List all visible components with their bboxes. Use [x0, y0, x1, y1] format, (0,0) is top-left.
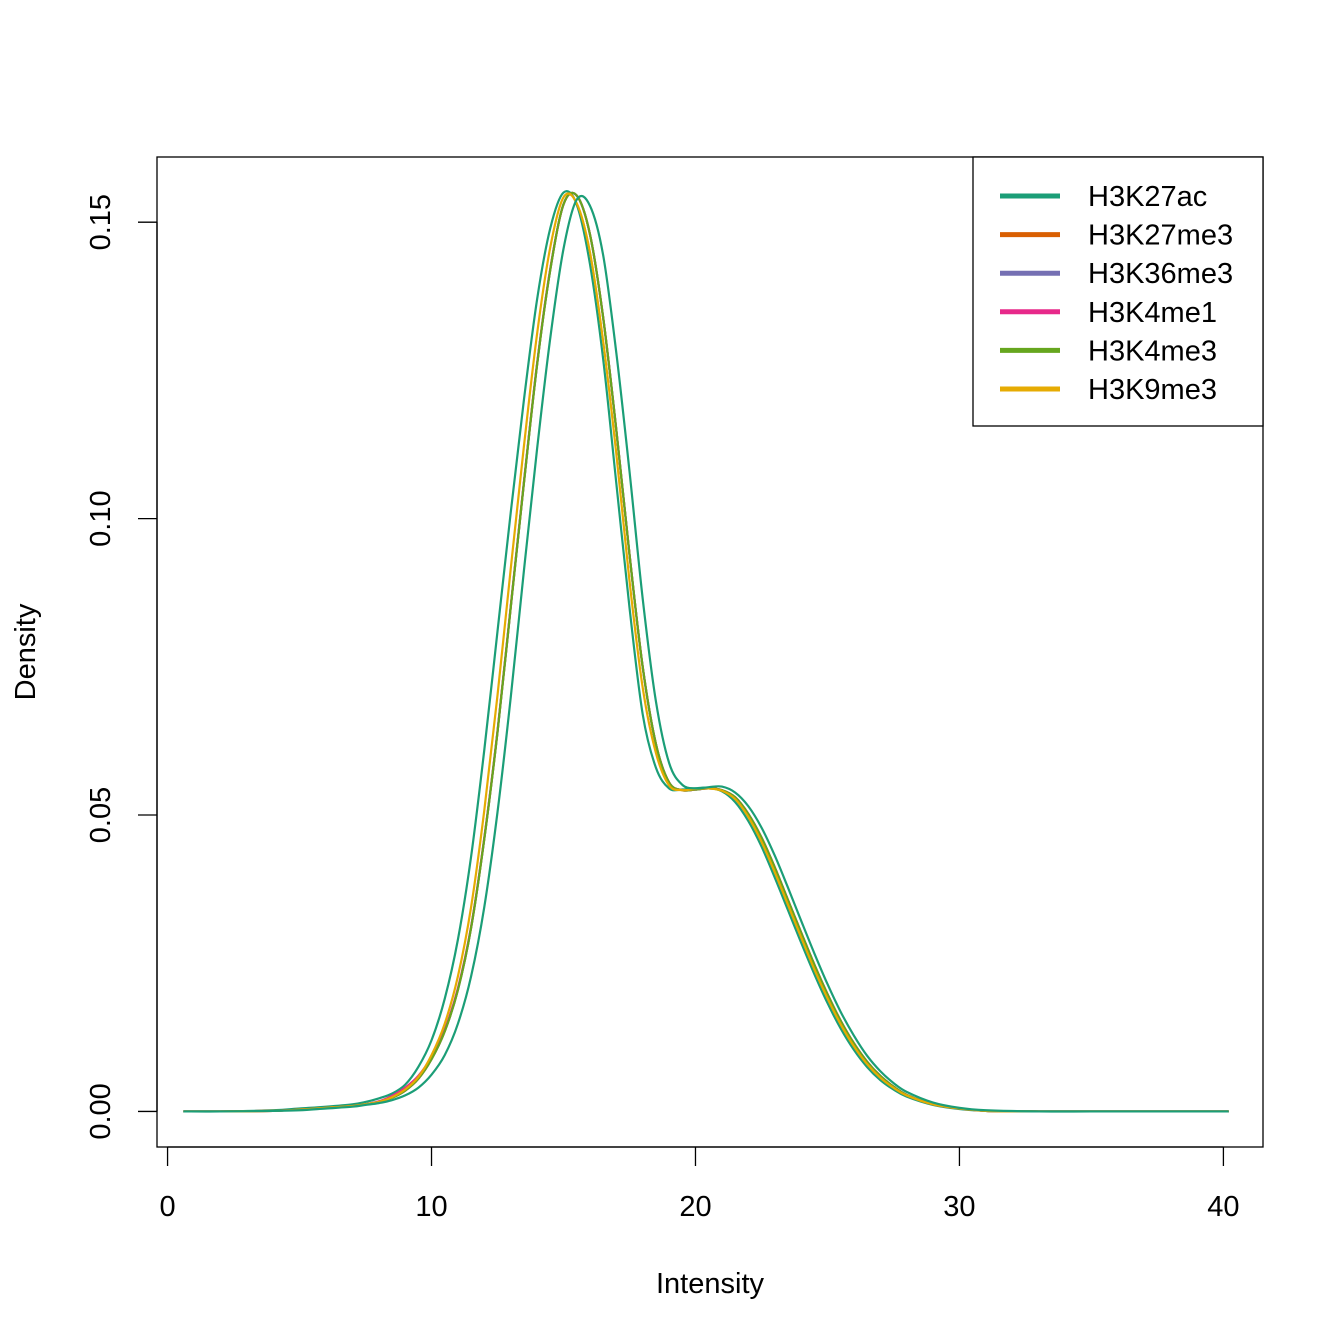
x-axis-label: Intensity	[656, 1268, 764, 1300]
x-tick-label: 0	[159, 1191, 175, 1223]
legend: H3K27ac H3K27me3 H3K36me3 H3K4me1 H3K4me3 H3K…	[972, 156, 1264, 427]
x-tick-label: 10	[415, 1191, 447, 1223]
x-axis: 0 10 20 30 40	[159, 1146, 1240, 1223]
x-tick-label: 30	[943, 1191, 975, 1223]
y-tick-label: 0.10	[85, 490, 117, 546]
legend-label: H3K27me3	[1088, 220, 1233, 252]
legend-label: H3K4me3	[1088, 335, 1217, 367]
x-tick-label: 40	[1207, 1191, 1239, 1223]
legend-box	[972, 156, 1264, 427]
series-line-curve-7	[183, 194, 1229, 1113]
y-tick-label: 0.05	[85, 787, 117, 843]
series-layer	[183, 190, 1229, 1113]
x-tick-label: 20	[679, 1191, 711, 1223]
y-tick-label: 0.00	[85, 1083, 117, 1139]
series-line-h3k27ac	[183, 190, 1229, 1113]
legend-label: H3K4me1	[1088, 297, 1217, 329]
y-axis: 0.00 0.05 0.10 0.15	[85, 194, 158, 1140]
y-tick-label: 0.15	[85, 194, 117, 250]
legend-label: H3K27ac	[1088, 181, 1207, 213]
legend-label: H3K36me3	[1088, 258, 1233, 290]
series-line-h3k9me3	[183, 192, 1229, 1113]
legend-label: H3K9me3	[1088, 374, 1217, 406]
y-axis-label: Density	[10, 603, 42, 700]
series-line-h3k4me3	[183, 191, 1229, 1113]
